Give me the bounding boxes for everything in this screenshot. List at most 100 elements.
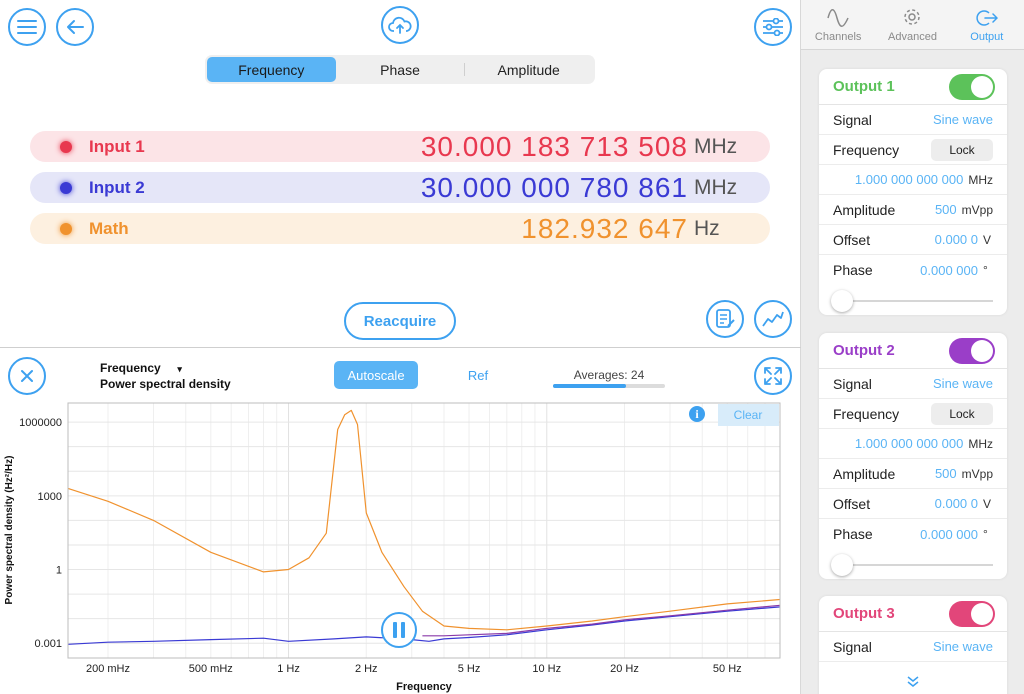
arrow-left-icon [67,20,84,34]
frequency-label: Frequency [833,141,900,158]
frequency-label: Frequency [833,405,900,422]
trend-chart-icon [762,311,784,327]
expand-plot-button[interactable] [754,357,792,395]
tab-advanced[interactable]: Advanced [875,0,949,49]
sliders-icon [763,18,783,36]
measurement-unit: MHz [694,175,738,199]
toggle-knob [971,339,993,362]
plot-frame [67,402,781,659]
slider-track [839,564,993,566]
signal-value[interactable]: Sine wave [933,112,993,127]
y-tick-label: 1000 [38,491,62,503]
x-tick-label: 1 Hz [277,663,300,675]
frequency-unit: MHz [968,436,993,451]
amplitude-value[interactable]: 500 [934,466,957,481]
x-tick-label: 5 Hz [458,663,481,675]
notes-button[interactable] [706,300,744,338]
offset-label: Offset [833,495,871,512]
tab-output[interactable]: Output [950,0,1024,49]
measurement-value: 182.932 647 [521,212,688,244]
phase-unit: ° [983,263,988,277]
output-3-toggle[interactable] [949,600,995,627]
chart-grid [68,403,781,658]
tab-label: Output [970,31,1004,43]
clear-button[interactable]: Clear [718,404,779,426]
slider-thumb[interactable] [831,290,853,312]
frequency-value[interactable]: 1.000 000 000 000 [854,172,964,187]
pause-button-ring [381,612,417,648]
offset-unit: V [983,232,992,247]
tab-channels[interactable]: Channels [801,0,875,49]
x-axis: 200 mHz 500 mHz 1 Hz 2 Hz 5 Hz 10 Hz 20 Hz 50 H… [86,663,742,675]
offset-label: Offset [833,231,871,248]
measurement-input-1: Input 1 30.000 183 713 508 MHz [30,131,770,162]
math-indicator [60,222,72,235]
plot-selector-primary: Frequency [100,361,161,375]
reacquire-button[interactable]: Reacquire [344,302,456,340]
tab-frequency[interactable]: Frequency [207,57,336,82]
menu-icon [17,20,37,34]
chart-series [67,409,781,645]
y-axis-label: Power spectral density (Hz²/Hz) [4,456,15,605]
output-1-toggle[interactable] [949,73,995,100]
main-panel: Frequency Phase Amplitude Input 1 30.000… [0,0,801,694]
expand-icon [764,367,782,385]
signal-value[interactable]: Sine wave [933,376,993,391]
measurement-input-2: Input 2 30.000 000 780 861 MHz [30,172,770,203]
trend-button[interactable] [754,300,792,338]
signal-label: Signal [833,638,872,655]
cloud-upload-button[interactable] [381,6,419,44]
tab-amplitude[interactable]: Amplitude [464,57,593,82]
ref-button[interactable]: Ref [467,367,489,383]
phase-slider[interactable] [819,549,1007,579]
amplitude-unit: mVpp [961,466,993,481]
measurement-unit: Hz [694,216,720,240]
tab-label: Channels [814,31,862,43]
pause-button[interactable] [381,612,417,648]
y-tick-label: 1000000 [19,417,62,429]
toggle-knob [971,602,993,625]
offset-unit: V [983,496,992,511]
amplitude-label: Amplitude [833,201,896,218]
scroll-more-icon[interactable] [906,676,920,688]
section-divider [0,347,801,348]
series-line-2 [67,606,781,645]
measurement-name: Math [89,218,129,238]
lock-button[interactable]: Lock [931,402,993,425]
settings-sliders-button[interactable] [754,8,792,46]
tab-phase[interactable]: Phase [380,61,420,78]
phase-slider[interactable] [819,285,1007,315]
averages-label: Averages: 24 [573,368,645,382]
output-2-toggle[interactable] [949,337,995,364]
x-tick-label: 20 Hz [610,663,639,675]
phase-value[interactable]: 0.000 000 [920,526,978,542]
menu-button[interactable] [8,8,46,46]
phase-value[interactable]: 0.000 000 [920,262,978,278]
back-button[interactable] [56,8,94,46]
info-button[interactable]: i [689,406,705,422]
offset-value[interactable]: 0.000 0 [934,496,978,511]
averages-progress-fill [553,384,626,388]
info-icon [689,406,705,422]
lock-button[interactable]: Lock [931,138,993,161]
info-glyph: i [695,407,699,421]
measurement-name: Input 2 [89,177,145,197]
gear-icon [904,9,921,25]
offset-value[interactable]: 0.000 0 [934,232,978,247]
plot-type-selector[interactable]: Frequency ▾ Power spectral density [100,361,231,392]
amplitude-value[interactable]: 500 [934,202,957,217]
series-line-3 [422,604,781,637]
averages-progress [553,384,665,388]
slider-thumb[interactable] [831,554,853,576]
toggle-knob [971,75,993,98]
autoscale-button[interactable]: Autoscale [334,361,418,389]
frequency-value[interactable]: 1.000 000 000 000 [854,436,964,451]
close-plot-button[interactable] [8,357,46,395]
tab-label: Advanced [888,31,937,43]
series-line-1 [67,409,781,631]
x-tick-label: 50 Hz [713,663,742,675]
psd-chart[interactable]: 200 mHz 500 mHz 1 Hz 2 Hz 5 Hz 10 Hz 20 Hz 50 H… [0,400,801,694]
signal-value[interactable]: Sine wave [933,639,993,654]
wave-icon [827,9,849,27]
